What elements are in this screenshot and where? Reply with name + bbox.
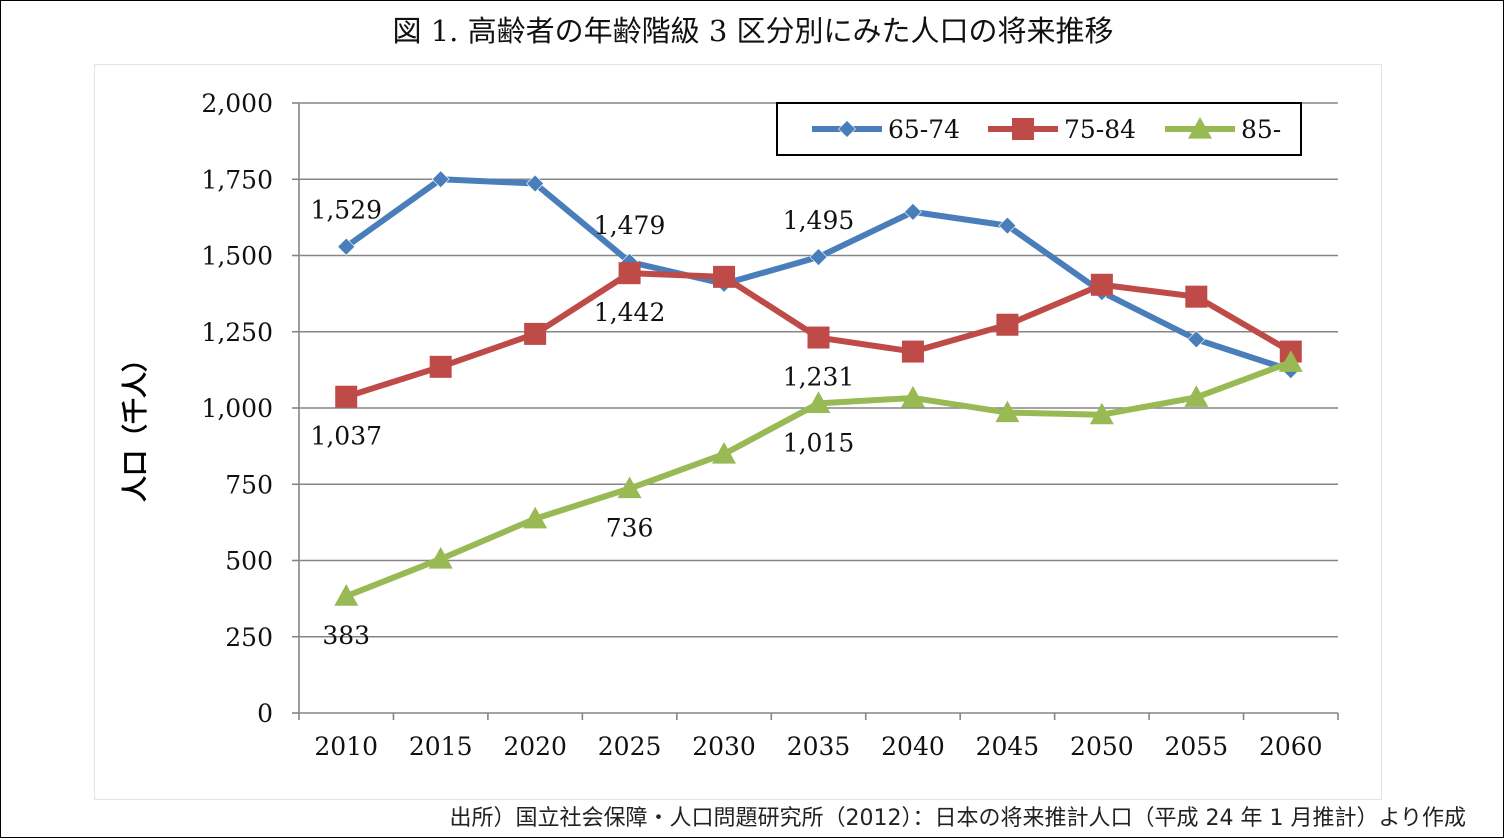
data-point xyxy=(809,248,828,266)
data-point xyxy=(334,584,359,606)
data-label: 1,015 xyxy=(783,428,855,457)
data-point xyxy=(1187,330,1206,349)
y-tick-label: 750 xyxy=(225,470,273,499)
legend-label: 75-84 xyxy=(1064,115,1136,144)
y-tick-label: 500 xyxy=(225,547,273,576)
x-tick-label: 2040 xyxy=(881,732,945,761)
y-axis: 0 250 500 750 1,000 1,250 1,500 1,750 2,000 xyxy=(201,89,300,728)
data-point xyxy=(335,385,358,408)
y-tick-label: 0 xyxy=(257,699,273,728)
y-axis-label: 人口（千人） xyxy=(121,346,151,502)
data-label: 383 xyxy=(322,621,370,650)
x-tick-label: 2035 xyxy=(787,732,851,761)
data-point xyxy=(337,237,356,256)
x-axis: 2010 2015 2020 2025 2030 2035 2040 2045 2050 2055… xyxy=(298,712,1339,761)
y-tick-label: 1,250 xyxy=(201,318,273,347)
data-point xyxy=(998,216,1017,235)
y-tick-label: 1,750 xyxy=(201,165,273,194)
data-label: 1,037 xyxy=(310,422,382,451)
gridlines xyxy=(299,102,1338,638)
data-point xyxy=(900,385,925,408)
data-label: 1,442 xyxy=(594,298,666,327)
x-tick-label: 2055 xyxy=(1165,732,1229,761)
data-point xyxy=(523,506,548,529)
data-point xyxy=(904,202,922,221)
legend-marker xyxy=(838,120,856,138)
y-tick-label: 250 xyxy=(225,623,273,652)
data-point xyxy=(713,265,736,288)
x-tick-label: 2050 xyxy=(1070,732,1134,761)
data-point xyxy=(1185,285,1208,308)
source-note: 出所）国立社会保障・人口問題研究所（2012）：日本の将来推計人口（平成 24 … xyxy=(449,806,1466,831)
x-tick-label: 2025 xyxy=(598,732,662,761)
data-point xyxy=(618,262,641,285)
x-tick-label: 2015 xyxy=(409,732,473,761)
data-point xyxy=(524,322,547,345)
x-tick-label: 2045 xyxy=(976,732,1040,761)
data-label: 1,495 xyxy=(783,206,855,235)
x-tick-label: 2010 xyxy=(314,732,378,761)
chart-area xyxy=(94,64,1382,800)
data-label: 1,231 xyxy=(783,363,855,392)
data-point xyxy=(995,400,1020,423)
data-point xyxy=(901,340,924,363)
data-label: 1,529 xyxy=(310,196,382,225)
data-point xyxy=(526,174,545,193)
data-point xyxy=(806,391,831,414)
data-label: 1,479 xyxy=(594,211,666,240)
legend-label: 65-74 xyxy=(888,115,960,144)
series-65-74 xyxy=(337,170,1300,380)
data-point xyxy=(1184,385,1209,407)
data-point xyxy=(429,355,452,378)
data-point xyxy=(996,313,1019,336)
data-point xyxy=(807,326,830,349)
x-tick-label: 2060 xyxy=(1259,732,1323,761)
data-point xyxy=(617,476,642,499)
series-75-84 xyxy=(335,262,1302,408)
data-point xyxy=(1278,350,1303,372)
y-tick-label: 2,000 xyxy=(201,89,273,118)
data-label: 736 xyxy=(606,514,654,543)
legend-label: 85- xyxy=(1241,115,1281,144)
legend: 65-74 75-84 85- xyxy=(776,102,1302,156)
data-point xyxy=(431,170,450,189)
series-85- xyxy=(334,350,1303,606)
line-chart: 0 250 500 750 1,000 1,250 1,500 1,750 2,000 2010… xyxy=(121,89,1339,761)
data-labels: 1,529 1,479 1,495 1,037 1,442 1,231 383 736 1,01… xyxy=(310,196,854,651)
legend-marker xyxy=(1188,117,1212,139)
series-group xyxy=(334,170,1303,606)
legend-marker xyxy=(1012,118,1034,140)
x-tick-label: 2030 xyxy=(692,732,756,761)
data-point xyxy=(1089,402,1114,425)
data-point xyxy=(712,442,737,464)
y-tick-label: 1,500 xyxy=(201,242,273,271)
data-point xyxy=(1090,273,1113,296)
x-tick-label: 2020 xyxy=(503,732,567,761)
y-tick-label: 1,000 xyxy=(201,394,273,423)
data-point xyxy=(428,546,453,569)
chart-title: 図 1. 高齢者の年齢階級 3 区分別にみた人口の将来推移 xyxy=(392,14,1114,48)
